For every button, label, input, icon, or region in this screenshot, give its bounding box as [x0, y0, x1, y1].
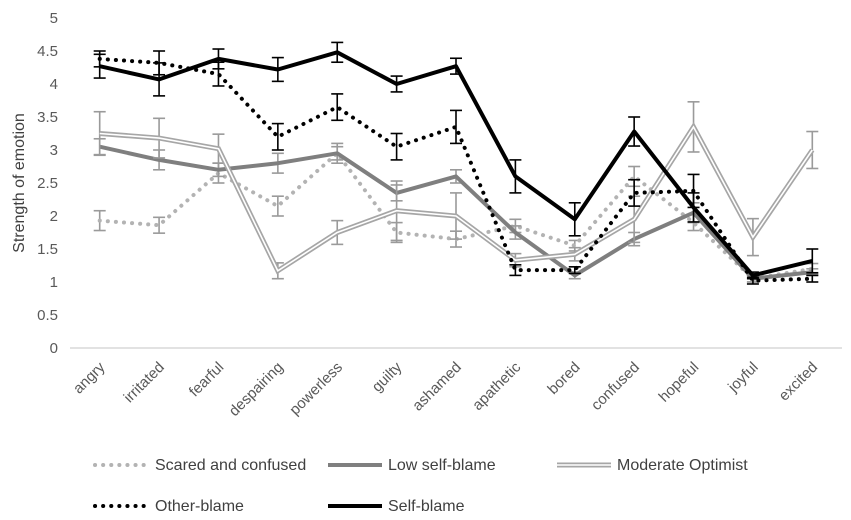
legend-item: Low self-blame [328, 457, 496, 474]
x-tick-label: bored [544, 359, 583, 398]
x-tick-label: guilty [369, 358, 406, 395]
x-tick-label: hopeful [656, 359, 703, 406]
error-bar [272, 196, 284, 216]
x-tick-label: ashamed [409, 359, 465, 415]
legend-item: Other-blame [95, 498, 244, 515]
legend-label: Moderate Optimist [617, 457, 748, 474]
error-bar [331, 94, 343, 120]
y-tick-label: 1.5 [37, 241, 58, 258]
x-tick-label: despairing [226, 359, 287, 420]
y-tick-label: 2.5 [37, 175, 58, 192]
x-tick-label: fearful [186, 359, 228, 401]
y-tick-label: 5 [50, 10, 58, 27]
y-axis-ticks: 0 0.5 1 1.5 2 2.5 3 3.5 4 4.5 5 [37, 10, 58, 357]
legend: Scared and confused Low self-blame Moderat… [95, 457, 748, 515]
y-tick-label: 1 [50, 274, 58, 291]
y-tick-label: 3 [50, 142, 58, 159]
legend-label: Other-blame [155, 498, 244, 515]
legend-item: Moderate Optimist [557, 457, 748, 474]
x-tick-label: joyful [724, 359, 761, 396]
x-tick-label: excited [776, 359, 822, 405]
y-tick-label: 3.5 [37, 109, 58, 126]
legend-item: Self-blame [328, 498, 465, 515]
y-tick-label: 4.5 [37, 43, 58, 60]
x-tick-label: apathetic [469, 358, 524, 413]
y-tick-label: 0 [50, 340, 58, 357]
y-tick-label: 4 [50, 76, 58, 93]
x-tick-label: irritated [121, 359, 168, 406]
legend-item: Scared and confused [95, 457, 306, 474]
y-tick-label: 0.5 [37, 307, 58, 324]
legend-label: Low self-blame [388, 457, 496, 474]
y-axis-label: Strength of emotion [11, 113, 28, 253]
x-tick-label: confused [588, 359, 643, 414]
error-bar [806, 132, 818, 169]
series-layer [94, 42, 819, 284]
y-tick-label: 2 [50, 208, 58, 225]
x-tick-label: angry [70, 358, 109, 397]
x-tick-label: powerless [286, 359, 346, 419]
legend-label: Self-blame [388, 498, 465, 515]
legend-label: Scared and confused [155, 457, 306, 474]
